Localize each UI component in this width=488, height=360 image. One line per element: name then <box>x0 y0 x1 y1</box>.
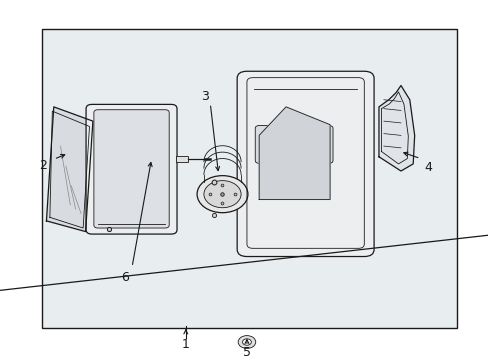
FancyBboxPatch shape <box>94 110 169 228</box>
FancyBboxPatch shape <box>237 71 373 257</box>
Text: 3: 3 <box>201 90 209 103</box>
Polygon shape <box>259 107 329 199</box>
Bar <box>41 28 456 328</box>
Polygon shape <box>378 86 414 171</box>
Circle shape <box>238 336 255 348</box>
FancyBboxPatch shape <box>86 104 177 234</box>
Polygon shape <box>46 107 93 231</box>
Circle shape <box>197 176 247 213</box>
Text: 5: 5 <box>243 346 250 359</box>
Circle shape <box>203 181 241 208</box>
Text: 4: 4 <box>423 161 431 174</box>
FancyBboxPatch shape <box>293 126 332 163</box>
Text: 1: 1 <box>182 338 189 351</box>
Polygon shape <box>90 107 173 231</box>
FancyBboxPatch shape <box>255 126 294 163</box>
Circle shape <box>242 339 251 345</box>
Bar <box>176 156 188 162</box>
Text: 6: 6 <box>121 271 128 284</box>
Text: 2: 2 <box>39 159 47 172</box>
